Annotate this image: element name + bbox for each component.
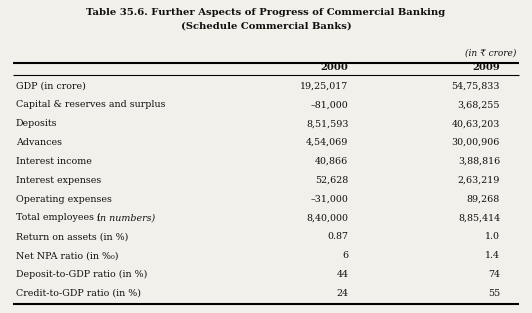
Text: 8,51,593: 8,51,593 (306, 119, 348, 128)
Text: 3,68,255: 3,68,255 (458, 100, 500, 110)
Text: 55: 55 (488, 289, 500, 298)
Text: 44: 44 (336, 270, 348, 279)
Text: Interest income: Interest income (16, 157, 92, 166)
Text: 2000: 2000 (321, 63, 348, 72)
Text: (Schedule Commercial Banks): (Schedule Commercial Banks) (181, 22, 351, 31)
Text: 6: 6 (342, 251, 348, 260)
Text: GDP (in crore): GDP (in crore) (16, 82, 86, 90)
Text: 1.4: 1.4 (485, 251, 500, 260)
Text: Return on assets (in %): Return on assets (in %) (16, 232, 128, 241)
Text: Deposits: Deposits (16, 119, 57, 128)
Text: 89,268: 89,268 (467, 195, 500, 203)
Text: Net NPA ratio (in %₀): Net NPA ratio (in %₀) (16, 251, 119, 260)
Text: 74: 74 (488, 270, 500, 279)
Text: 3,88,816: 3,88,816 (458, 157, 500, 166)
Text: –81,000: –81,000 (311, 100, 348, 110)
Text: 2009: 2009 (472, 63, 500, 72)
Text: Credit-to-GDP ratio (in %): Credit-to-GDP ratio (in %) (16, 289, 141, 298)
Text: (in ₹ crore): (in ₹ crore) (464, 49, 516, 58)
Text: 1.0: 1.0 (485, 232, 500, 241)
Text: 52,628: 52,628 (315, 176, 348, 185)
Text: Deposit-to-GDP ratio (in %): Deposit-to-GDP ratio (in %) (16, 270, 147, 279)
Text: 8,85,414: 8,85,414 (458, 213, 500, 223)
Text: 2,63,219: 2,63,219 (458, 176, 500, 185)
Text: –31,000: –31,000 (311, 195, 348, 203)
Text: 19,25,017: 19,25,017 (300, 82, 348, 90)
Text: Capital & reserves and surplus: Capital & reserves and surplus (16, 100, 165, 110)
Text: 0.87: 0.87 (328, 232, 348, 241)
Text: 8,40,000: 8,40,000 (306, 213, 348, 223)
Text: 4,54,069: 4,54,069 (306, 138, 348, 147)
Text: Operating expenses: Operating expenses (16, 195, 112, 203)
Text: 40,866: 40,866 (315, 157, 348, 166)
Text: in numbers): in numbers) (97, 213, 155, 223)
Text: Table 35.6. Further Aspects of Progress of Commercial Banking: Table 35.6. Further Aspects of Progress … (86, 8, 446, 17)
Text: 40,63,203: 40,63,203 (452, 119, 500, 128)
Text: Interest expenses: Interest expenses (16, 176, 101, 185)
Text: Advances: Advances (16, 138, 62, 147)
Text: 30,00,906: 30,00,906 (452, 138, 500, 147)
Text: 24: 24 (336, 289, 348, 298)
Text: 54,75,833: 54,75,833 (452, 82, 500, 90)
Text: Total employees (: Total employees ( (16, 213, 101, 223)
